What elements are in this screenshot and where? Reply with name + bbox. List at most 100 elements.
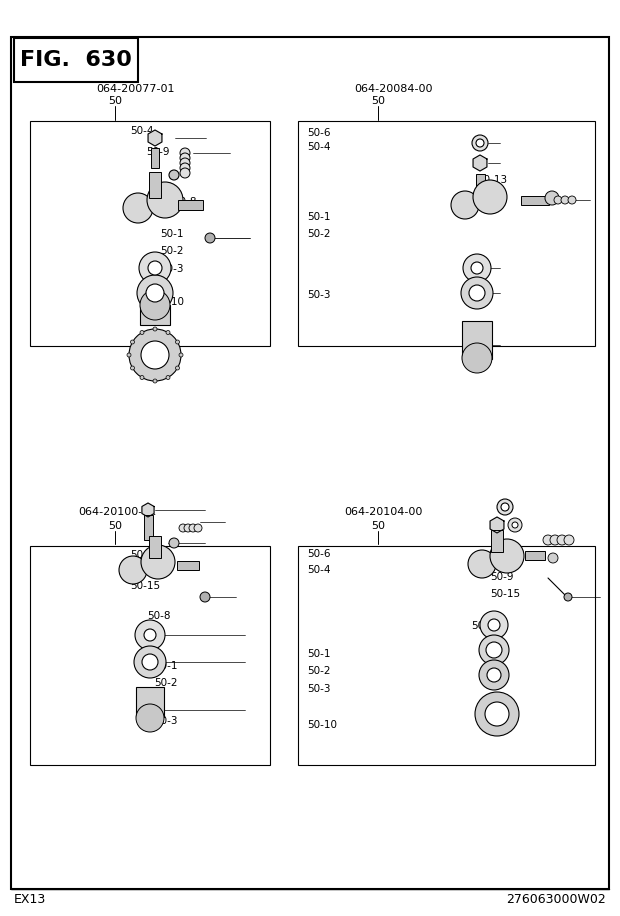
Text: 50-2: 50-2: [307, 229, 330, 238]
Text: 50-4: 50-4: [130, 126, 154, 136]
Text: 50-9: 50-9: [490, 572, 513, 582]
Ellipse shape: [189, 524, 197, 532]
Text: 50-8: 50-8: [471, 621, 495, 630]
Ellipse shape: [134, 646, 166, 678]
Bar: [298, 546, 595, 765]
Ellipse shape: [153, 379, 157, 383]
Ellipse shape: [179, 524, 187, 532]
Ellipse shape: [472, 135, 488, 151]
Ellipse shape: [463, 254, 491, 282]
Ellipse shape: [144, 629, 156, 641]
Ellipse shape: [180, 153, 190, 163]
Text: 064-20077-01: 064-20077-01: [96, 84, 175, 94]
Text: 50-9: 50-9: [141, 567, 165, 576]
Ellipse shape: [184, 524, 192, 532]
Ellipse shape: [169, 538, 179, 548]
Polygon shape: [142, 503, 154, 517]
Ellipse shape: [473, 180, 507, 214]
Ellipse shape: [548, 553, 558, 563]
Ellipse shape: [564, 593, 572, 601]
Ellipse shape: [166, 331, 170, 334]
Bar: [30, 121, 270, 346]
Ellipse shape: [139, 252, 171, 284]
Polygon shape: [148, 130, 162, 146]
Ellipse shape: [136, 704, 164, 732]
Bar: [462, 321, 492, 359]
Polygon shape: [490, 517, 504, 533]
Ellipse shape: [194, 524, 202, 532]
Ellipse shape: [148, 261, 162, 275]
Bar: [177, 561, 199, 570]
Bar: [476, 174, 484, 196]
Text: 50-3: 50-3: [307, 290, 330, 300]
Bar: [149, 172, 161, 198]
Text: 50: 50: [108, 521, 122, 531]
Text: 50-2: 50-2: [307, 666, 330, 675]
Text: 50-10: 50-10: [154, 298, 184, 307]
Text: EX13: EX13: [14, 893, 46, 906]
Bar: [298, 121, 595, 346]
Bar: [14, 38, 138, 82]
Ellipse shape: [166, 376, 170, 379]
Ellipse shape: [180, 168, 190, 178]
Bar: [491, 530, 503, 552]
Ellipse shape: [487, 668, 501, 682]
Text: 064-20084-00: 064-20084-00: [355, 84, 433, 94]
Text: 50-1: 50-1: [160, 229, 184, 238]
Text: 50-4: 50-4: [307, 565, 330, 574]
Text: 50-2: 50-2: [154, 679, 177, 688]
Text: 50-13: 50-13: [477, 175, 508, 184]
Ellipse shape: [127, 353, 131, 357]
Ellipse shape: [561, 196, 569, 204]
Ellipse shape: [137, 275, 173, 311]
Text: 50-1: 50-1: [307, 213, 330, 222]
Ellipse shape: [175, 340, 180, 344]
Text: 50: 50: [108, 96, 122, 106]
Ellipse shape: [175, 366, 180, 370]
Ellipse shape: [568, 196, 576, 204]
Ellipse shape: [557, 535, 567, 545]
Ellipse shape: [146, 284, 164, 302]
Ellipse shape: [141, 341, 169, 369]
Text: 064-20100-01: 064-20100-01: [78, 507, 156, 517]
Text: 50-15: 50-15: [130, 582, 161, 591]
Bar: [140, 305, 170, 325]
Text: 50-6: 50-6: [307, 128, 330, 137]
Ellipse shape: [180, 158, 190, 168]
Ellipse shape: [471, 262, 483, 274]
Ellipse shape: [205, 233, 215, 243]
Text: 50-3: 50-3: [154, 716, 177, 725]
Text: 50-1: 50-1: [154, 661, 177, 671]
Ellipse shape: [488, 619, 500, 631]
Text: 064-20104-00: 064-20104-00: [344, 507, 422, 517]
Ellipse shape: [180, 163, 190, 173]
Text: 50-8: 50-8: [148, 611, 171, 620]
Ellipse shape: [480, 611, 508, 639]
Text: 50-4: 50-4: [307, 142, 330, 151]
Ellipse shape: [451, 191, 479, 219]
Ellipse shape: [142, 654, 158, 670]
Ellipse shape: [153, 327, 157, 331]
Text: 50-4: 50-4: [130, 551, 154, 560]
Bar: [177, 200, 203, 210]
Bar: [30, 546, 270, 765]
Text: 50-3: 50-3: [307, 684, 330, 693]
Bar: [151, 148, 159, 168]
Ellipse shape: [508, 518, 522, 532]
Ellipse shape: [497, 499, 513, 515]
Ellipse shape: [141, 545, 175, 579]
Bar: [521, 195, 549, 204]
Text: 50-9: 50-9: [146, 147, 169, 157]
Bar: [149, 536, 161, 558]
Ellipse shape: [486, 642, 502, 658]
Ellipse shape: [461, 277, 493, 309]
Ellipse shape: [129, 329, 181, 381]
Ellipse shape: [169, 170, 179, 180]
Bar: [492, 534, 502, 556]
Text: 50: 50: [371, 96, 385, 106]
Ellipse shape: [119, 556, 147, 584]
Ellipse shape: [475, 692, 519, 736]
Bar: [143, 515, 153, 540]
Ellipse shape: [200, 592, 210, 602]
Ellipse shape: [476, 139, 484, 147]
